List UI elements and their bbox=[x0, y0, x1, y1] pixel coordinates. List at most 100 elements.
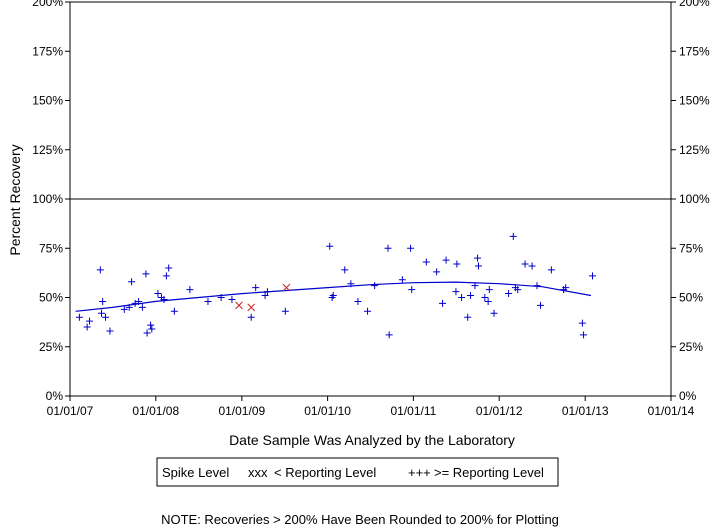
data-point-below-rl bbox=[282, 283, 291, 292]
y-tick-label-left: 100% bbox=[32, 192, 63, 206]
data-point-above-rl bbox=[86, 317, 94, 325]
data-point-below-rl bbox=[247, 303, 256, 312]
data-point-above-rl bbox=[384, 244, 392, 252]
data-point-above-rl bbox=[471, 282, 479, 290]
y-tick-label-right: 50% bbox=[679, 291, 703, 305]
data-point-above-rl bbox=[162, 272, 170, 280]
data-point-above-rl bbox=[326, 242, 334, 250]
data-point-above-rl bbox=[247, 313, 255, 321]
x-tick-label: 01/01/07 bbox=[47, 404, 94, 418]
data-point-above-rl bbox=[490, 309, 498, 317]
data-point-above-rl bbox=[341, 266, 349, 274]
data-point-above-rl bbox=[475, 262, 483, 270]
data-point-above-rl bbox=[484, 297, 492, 305]
data-point-above-rl bbox=[329, 292, 337, 300]
data-point-above-rl bbox=[148, 325, 156, 333]
data-point-above-rl bbox=[537, 301, 545, 309]
data-point-above-rl bbox=[452, 288, 460, 296]
data-point-above-rl bbox=[385, 331, 393, 339]
data-point-above-rl bbox=[147, 321, 155, 329]
x-tick-label: 01/01/14 bbox=[648, 404, 695, 418]
y-tick-label-left: 75% bbox=[39, 241, 63, 255]
data-point-above-rl bbox=[354, 297, 362, 305]
legend-marker-below-rl: xxx bbox=[248, 465, 268, 480]
data-point-above-rl bbox=[99, 297, 107, 305]
y-tick-label-right: 25% bbox=[679, 340, 703, 354]
plot-note: NOTE: Recoveries > 200% Have Been Rounde… bbox=[161, 512, 559, 527]
x-tick-label: 01/01/09 bbox=[218, 404, 265, 418]
data-point-above-rl bbox=[485, 286, 493, 294]
data-point-above-rl bbox=[165, 264, 173, 272]
data-point-above-rl bbox=[170, 307, 178, 315]
data-point-below-rl bbox=[235, 301, 243, 310]
data-point-above-rl bbox=[474, 254, 482, 262]
x-tick-label: 01/01/10 bbox=[304, 404, 351, 418]
legend-title: Spike Level bbox=[162, 465, 229, 480]
data-point-above-rl bbox=[398, 276, 406, 284]
data-point-above-rl bbox=[128, 278, 136, 286]
data-point-above-rl bbox=[135, 297, 143, 305]
legend-label-below-rl: < Reporting Level bbox=[274, 465, 376, 480]
trend-line bbox=[75, 281, 592, 312]
data-point-above-rl bbox=[467, 292, 475, 300]
data-point-above-rl bbox=[75, 313, 83, 321]
x-tick-label: 01/01/08 bbox=[132, 404, 179, 418]
y-tick-label-left: 50% bbox=[39, 291, 63, 305]
data-point-above-rl bbox=[143, 329, 151, 337]
data-point-above-rl bbox=[131, 299, 139, 307]
x-axis-title: Date Sample Was Analyzed by the Laborato… bbox=[229, 432, 515, 448]
data-point-above-rl bbox=[263, 288, 271, 296]
data-point-above-rl bbox=[514, 286, 522, 294]
y-tick-label-left: 25% bbox=[39, 340, 63, 354]
data-point-above-rl bbox=[578, 319, 586, 327]
x-tick-label: 01/01/11 bbox=[390, 404, 436, 418]
data-point-above-rl bbox=[142, 270, 150, 278]
data-point-above-rl bbox=[364, 307, 372, 315]
x-tick-label: 01/01/12 bbox=[476, 404, 523, 418]
data-point-above-rl bbox=[580, 331, 588, 339]
y-tick-label-right: 150% bbox=[679, 94, 710, 108]
legend: Spike Level xxx < Reporting Level +++ >=… bbox=[156, 457, 559, 487]
data-point-above-rl bbox=[588, 272, 596, 280]
data-point-above-rl bbox=[204, 297, 212, 305]
data-point-above-rl bbox=[562, 284, 570, 292]
y-tick-label-left: 200% bbox=[32, 0, 63, 9]
data-point-above-rl bbox=[228, 295, 236, 303]
legend-box bbox=[156, 457, 559, 487]
data-point-above-rl bbox=[138, 303, 146, 311]
data-point-above-rl bbox=[106, 327, 114, 335]
y-tick-label-right: 175% bbox=[679, 44, 710, 58]
data-point-above-rl bbox=[533, 282, 541, 290]
data-point-above-rl bbox=[509, 232, 517, 240]
data-point-above-rl bbox=[281, 307, 289, 315]
data-point-above-rl bbox=[442, 256, 450, 264]
y-tick-label-right: 100% bbox=[679, 192, 710, 206]
y-tick-label-right: 75% bbox=[679, 241, 703, 255]
data-point-above-rl bbox=[458, 294, 466, 301]
data-point-above-rl bbox=[371, 282, 379, 290]
data-point-above-rl bbox=[154, 290, 162, 298]
data-point-above-rl bbox=[96, 266, 104, 274]
data-point-above-rl bbox=[547, 266, 555, 274]
data-point-above-rl bbox=[217, 294, 225, 301]
data-point-above-rl bbox=[120, 305, 128, 313]
data-point-above-rl bbox=[261, 292, 269, 300]
y-axis-title: Percent Recovery bbox=[7, 144, 23, 255]
data-point-above-rl bbox=[433, 268, 441, 276]
y-tick-label-left: 150% bbox=[32, 94, 63, 108]
y-tick-label-left: 125% bbox=[32, 143, 63, 157]
data-point-above-rl bbox=[439, 299, 447, 307]
data-point-above-rl bbox=[464, 313, 472, 321]
x-tick-label: 01/01/13 bbox=[562, 404, 609, 418]
y-tick-label-left: 0% bbox=[46, 389, 64, 403]
data-point-above-rl bbox=[101, 313, 109, 321]
data-point-above-rl bbox=[505, 290, 513, 298]
y-tick-label-right: 200% bbox=[679, 0, 710, 9]
data-point-above-rl bbox=[528, 262, 536, 270]
y-tick-label-right: 125% bbox=[679, 143, 710, 157]
data-point-above-rl bbox=[407, 244, 415, 252]
data-point-above-rl bbox=[347, 280, 355, 288]
data-point-above-rl bbox=[408, 286, 416, 294]
legend-label-above-rl: >= Reporting Level bbox=[434, 465, 544, 480]
y-tick-label-right: 0% bbox=[679, 389, 697, 403]
